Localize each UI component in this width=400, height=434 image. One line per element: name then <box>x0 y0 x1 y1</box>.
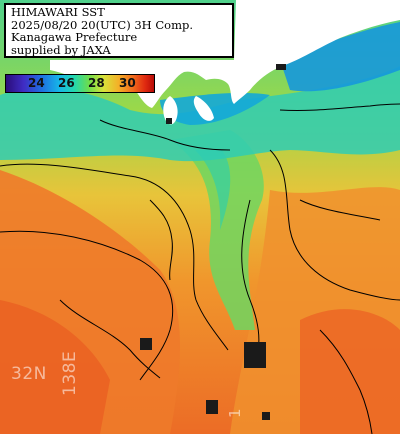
land-bay-izu <box>193 96 214 121</box>
colorbar-tick-28: 28 <box>88 76 105 90</box>
info-title: HIMAWARI SST <box>11 5 105 19</box>
info-source: supplied by JAXA <box>11 42 111 57</box>
colorbar-tick-30: 30 <box>119 76 136 90</box>
isotherm-contours <box>0 103 400 434</box>
temperature-colorbar: 24 26 28 30 <box>5 74 155 93</box>
latitude-label: 32N <box>11 364 47 384</box>
masked-patches <box>140 64 286 420</box>
cool-tongue <box>170 130 264 330</box>
land-peninsula <box>163 96 178 125</box>
colorbar-tick-24: 24 <box>28 76 45 90</box>
colorbar-tick-26: 26 <box>58 76 75 90</box>
hot-patch-sw <box>0 300 110 434</box>
cool-tongue-inner <box>195 150 231 230</box>
info-datetime: 2025/08/20 20(UTC) 3H Comp. <box>11 17 194 32</box>
info-box: HIMAWARI SST 2025/08/20 20(UTC) 3H Comp.… <box>4 3 234 58</box>
longitude-label-2: 1 <box>226 407 244 418</box>
longitude-label: 138E <box>60 350 80 396</box>
cold-core <box>160 92 270 125</box>
cold-ne <box>280 22 400 92</box>
info-region: Kanagawa Prefecture <box>11 30 138 44</box>
